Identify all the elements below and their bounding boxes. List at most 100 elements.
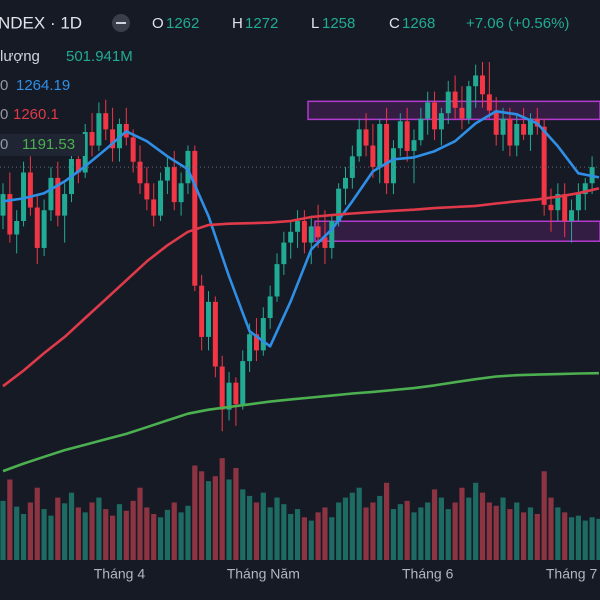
volume-bar: [274, 497, 280, 560]
legend-value: 1264.19: [16, 77, 70, 94]
volume-bar: [541, 471, 547, 560]
ohlc-value: 1268: [402, 15, 435, 32]
candle-body: [404, 121, 410, 151]
volume-bar: [308, 520, 314, 560]
candle-body: [240, 361, 246, 405]
volume-bar: [0, 500, 6, 560]
candle-body: [27, 172, 33, 208]
candle-body: [527, 118, 533, 135]
candle-body: [397, 121, 403, 149]
volume-bar: [7, 479, 13, 560]
volume-bar: [589, 517, 595, 560]
volume-bar: [103, 509, 109, 560]
volume-bar: [384, 482, 390, 560]
x-tick-label: Tháng 6: [402, 566, 454, 582]
candle-body: [185, 150, 191, 184]
candle-body: [192, 150, 198, 286]
volume-pane: [0, 458, 600, 560]
candle-body: [301, 221, 307, 243]
candle-body: [507, 118, 513, 146]
volume-bar: [164, 509, 170, 560]
volume-bar: [377, 495, 383, 560]
ohlc-label: O: [152, 15, 164, 32]
candle-body: [158, 180, 164, 216]
volume-bar: [479, 492, 486, 560]
candle-body: [21, 172, 27, 221]
volume-bar: [548, 497, 554, 560]
ohlc-label: C: [389, 15, 400, 32]
legend-name: 0: [0, 106, 8, 123]
volume-bar: [431, 489, 438, 560]
volume-bar: [123, 510, 129, 560]
candle-body: [89, 132, 95, 146]
candle-body: [295, 221, 301, 232]
x-tick-label: Tháng 4: [94, 566, 146, 582]
candle-body: [75, 159, 81, 173]
candle-body: [62, 194, 68, 216]
volume-bar: [575, 515, 581, 560]
candle-body: [178, 183, 184, 203]
candle-body: [41, 210, 47, 248]
candle-body: [384, 123, 390, 184]
candle-body: [288, 231, 294, 243]
header: NDEX · 1D O 1262 H 1272 L 1258 C 1268 +7.06 (+0.…: [0, 13, 569, 156]
volume-bar: [82, 512, 88, 560]
candle-body: [466, 86, 472, 119]
volume-bar: [521, 512, 527, 560]
volume-bar: [288, 514, 294, 560]
candle-body: [206, 301, 211, 337]
volume-bar: [62, 503, 68, 560]
volume-bar: [96, 497, 102, 560]
volume-bar: [486, 502, 492, 560]
candle-body: [418, 118, 424, 141]
candle-body: [226, 382, 232, 410]
candle-body: [356, 129, 362, 157]
volume-bar: [233, 468, 239, 560]
candle-body: [329, 221, 335, 248]
volume-bar: [534, 514, 540, 560]
volume-bar: [315, 512, 321, 560]
legend-value: 1260.1: [13, 106, 59, 123]
volume-bar: [349, 492, 355, 560]
candle-body: [500, 118, 506, 135]
volume-bar: [192, 465, 198, 560]
volume-bar: [336, 502, 342, 560]
ohlc-value: 1262: [166, 15, 199, 32]
volume-bar: [68, 492, 75, 560]
ma-line: [2, 110, 600, 348]
candle-body: [480, 75, 485, 95]
candle-body: [130, 137, 136, 162]
candle-body: [521, 123, 527, 135]
x-tick-label: Tháng 7: [546, 566, 598, 582]
volume-bar: [116, 504, 123, 560]
volume-bar: [390, 509, 397, 560]
legend-name: 0: [0, 77, 8, 94]
candle-body: [308, 226, 314, 243]
candle-body: [247, 334, 253, 362]
candle-body: [14, 221, 20, 235]
legend-badge: [0, 134, 85, 156]
candle-body: [34, 207, 40, 248]
volume-bar: [363, 507, 369, 560]
candle-body: [377, 123, 383, 168]
volume-bar: [493, 505, 499, 560]
candle-body: [363, 129, 369, 146]
candle-body: [486, 94, 492, 111]
volume-bar: [212, 476, 218, 560]
candle-body: [370, 145, 376, 168]
candle-body: [336, 188, 342, 221]
candle-body: [267, 296, 273, 319]
time-axis: Tháng 4 Tháng Năm Tháng 6 Tháng 7: [94, 566, 598, 582]
candle-body: [103, 113, 109, 130]
candle-body: [137, 161, 143, 184]
ohlc-label: L: [311, 15, 319, 32]
candle-body: [445, 91, 451, 114]
volume-bar: [294, 509, 301, 560]
volume-legend-name: lượng: [0, 48, 40, 65]
ohlc-value: 1272: [245, 15, 278, 32]
volume-bar: [322, 507, 328, 560]
volume-bar: [185, 505, 191, 560]
candle-body: [473, 75, 479, 87]
volume-bar: [14, 506, 20, 560]
